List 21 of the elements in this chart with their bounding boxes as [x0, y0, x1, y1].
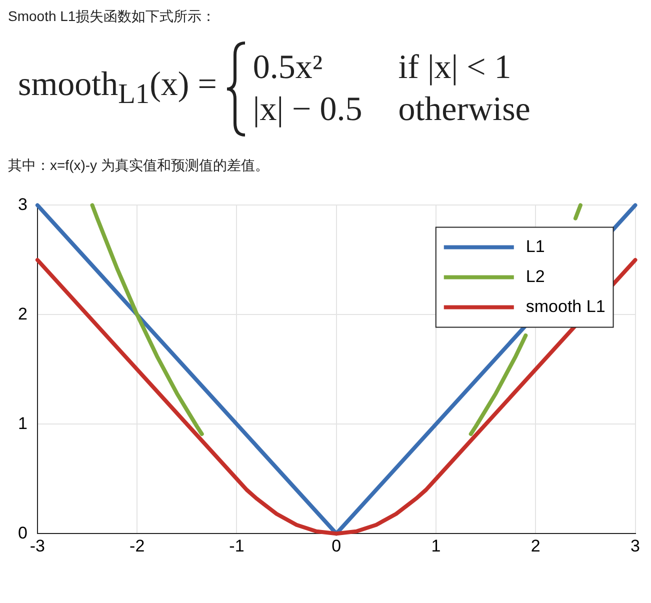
- x-tick-label: -3: [30, 536, 46, 556]
- legend-label: L1: [526, 236, 545, 256]
- y-tick-label: 1: [18, 414, 28, 433]
- x-tick-label: 1: [431, 536, 441, 556]
- chart-title: Smooth L1损失函数如下式所示：: [8, 8, 217, 26]
- chart-subtitle: 其中：x=f(x)-y 为真实值和预测值的差值。: [8, 157, 270, 175]
- legend-label: smooth L1: [526, 296, 606, 316]
- text: |x| − 0.5: [252, 90, 362, 128]
- x-tick-label: 0: [332, 536, 342, 556]
- x-tick-label: -2: [130, 536, 145, 556]
- y-tick-label: 3: [18, 194, 28, 214]
- x-tick-label: 2: [530, 536, 540, 556]
- text: 0.5x²: [252, 48, 324, 86]
- y-tick-label: 2: [18, 304, 28, 324]
- x-tick-label: -1: [229, 536, 244, 556]
- text: smooth$_{L1}$(x) =: [18, 66, 217, 111]
- x-tick-label: 3: [630, 536, 640, 556]
- y-tick-label: 0: [18, 523, 28, 542]
- text: if |x| < 1: [398, 48, 512, 86]
- text: otherwise: [398, 90, 530, 128]
- legend-label: L2: [526, 266, 545, 286]
